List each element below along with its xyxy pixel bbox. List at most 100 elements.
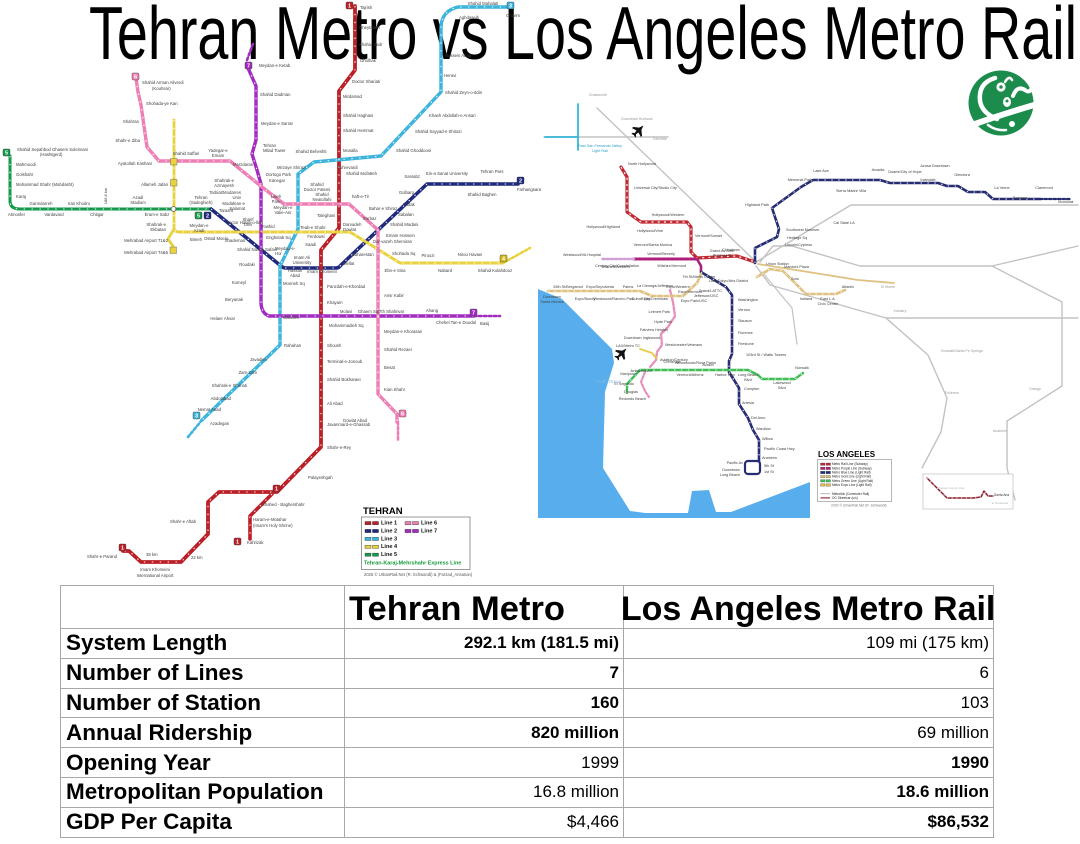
svg-text:Heritage Sq: Heritage Sq (787, 236, 807, 240)
svg-text:5: 5 (197, 213, 200, 219)
svg-text:Dowlat Abad: Dowlat Abad (343, 418, 367, 423)
svg-text:Industry: Industry (894, 309, 907, 313)
svg-text:Mosalla: Mosalla (343, 148, 358, 153)
svg-text:Civic Center: Civic Center (818, 302, 839, 306)
svg-text:Mirdamad: Mirdamad (343, 94, 363, 99)
svg-text:Universal City/Studio City: Universal City/Studio City (634, 186, 677, 190)
svg-text:Univ: Univ (244, 222, 253, 227)
svg-text:El Segundo: El Segundo (614, 382, 634, 386)
svg-text:Shahid Madani: Shahid Madani (390, 222, 418, 227)
svg-text:Beryanak: Beryanak (225, 297, 244, 302)
svg-text:Grand/LATTC: Grand/LATTC (699, 289, 723, 293)
svg-text:Norwalk/Santa Fe Springs: Norwalk/Santa Fe Springs (941, 349, 983, 353)
svg-text:Vermont/Santa Monica: Vermont/Santa Monica (634, 243, 673, 247)
svg-text:Florence: Florence (738, 331, 753, 335)
svg-text:Union Station: Union Station (766, 262, 789, 266)
svg-text:Modafean-e: Modafean-e (222, 201, 245, 206)
svg-text:TEHRAN: TEHRAN (363, 506, 403, 517)
svg-text:Memorial Park: Memorial Park (788, 178, 813, 182)
svg-text:Heravi: Heravi (444, 73, 456, 78)
svg-text:5: 5 (5, 150, 8, 156)
svg-text:Willowbrook/Rosa Parks: Willowbrook/Rosa Parks (675, 361, 716, 365)
svg-text:Ein-a Sanat University: Ein-a Sanat University (426, 171, 469, 176)
svg-text:Ekbatan: Ekbatan (150, 227, 166, 232)
svg-text:Meydan-e-: Meydan-e- (275, 246, 296, 251)
svg-text:Aviation/Century: Aviation/Century (660, 358, 688, 362)
svg-text:Vermont/Athens: Vermont/Athens (676, 373, 703, 377)
svg-text:Allameh Jafari: Allameh Jafari (141, 182, 168, 187)
svg-text:La Cienega/Jefferson: La Cienega/Jefferson (637, 284, 673, 288)
svg-text:Sarbaz: Sarbaz (363, 216, 376, 221)
svg-text:Park: Park (272, 199, 282, 204)
svg-text:Shahran: Shahran (123, 119, 140, 124)
svg-text:Tehran: Tehran (263, 143, 277, 148)
svg-text:Avalon: Avalon (702, 363, 714, 367)
svg-text:3: 3 (509, 3, 512, 9)
svg-text:Baharestan: Baharestan (352, 252, 374, 257)
svg-text:Garmdarreh: Garmdarreh (30, 201, 54, 206)
svg-text:Stadium: Stadium (130, 200, 146, 205)
svg-text:Sabalan: Sabalan (398, 212, 414, 217)
svg-text:Mariposa: Mariposa (620, 372, 637, 376)
svg-text:Shahid: Shahid (310, 182, 324, 187)
svg-text:Soto: Soto (791, 277, 799, 281)
svg-text:Meydan-e Sarrat: Meydan-e Sarrat (261, 121, 293, 126)
svg-text:Imam Khomeini: Imam Khomeini (307, 269, 337, 274)
svg-text:Leimert Park: Leimert Park (648, 310, 670, 314)
svg-text:Palms: Palms (623, 285, 634, 289)
svg-text:Azadi: Azadi (194, 228, 205, 233)
svg-text:Azadi: Azadi (133, 195, 144, 200)
svg-text:Metrolink (Commuter Rail): Metrolink (Commuter Rail) (832, 492, 869, 496)
svg-text:Mahmoodi: Mahmoodi (16, 162, 36, 167)
svg-text:Azusa Downtown: Azusa Downtown (920, 164, 949, 168)
svg-text:Shahid Ghoddoosi: Shahid Ghoddoosi (396, 148, 431, 153)
svg-text:Saadi: Saadi (305, 242, 316, 247)
svg-text:2: 2 (206, 213, 209, 219)
svg-text:Expo/Vermont: Expo/Vermont (678, 290, 703, 294)
svg-text:Taleghani: Taleghani (317, 213, 335, 218)
svg-text:Shahid Navab Safavi: Shahid Navab Safavi (237, 247, 277, 252)
svg-text:5th St: 5th St (764, 464, 775, 468)
svg-text:Shahed - Baghershahr: Shahed - Baghershahr (262, 502, 305, 507)
svg-text:Grand Av Arts/: Grand Av Arts/ (710, 249, 735, 253)
svg-text:Ferdowsi: Ferdowsi (307, 234, 324, 239)
svg-text:Teab-e Shahr: Teab-e Shahr (300, 225, 326, 230)
svg-text:Downtown Inglewood: Downtown Inglewood (624, 336, 660, 340)
svg-text:Ali Abad: Ali Abad (327, 401, 343, 406)
svg-text:Norwalk: Norwalk (795, 366, 809, 370)
svg-text:Palayeshgah: Palayeshgah (308, 475, 333, 480)
svg-text:Univ: Univ (232, 195, 241, 200)
svg-text:(Hashtgerd): (Hashtgerd) (40, 152, 63, 157)
svg-text:Ostad Moein: Ostad Moein (204, 236, 229, 241)
svg-text:LAX/Metro TC: LAX/Metro TC (616, 344, 640, 348)
svg-text:Washington: Washington (738, 298, 758, 302)
svg-text:Downtown Burbank: Downtown Burbank (621, 117, 652, 121)
svg-text:Culver City: Culver City (632, 297, 651, 301)
svg-text:Farhangsara: Farhangsara (517, 187, 542, 192)
svg-text:Shahid Sepahbod Ghasem Soleima: Shahid Sepahbod Ghasem Soleimani (17, 147, 88, 152)
svg-text:Shahid Zeyn-o-ddin: Shahid Zeyn-o-ddin (445, 90, 483, 95)
svg-text:Karaj: Karaj (16, 194, 26, 199)
svg-text:Metro Gold Line (Light Rail): Metro Gold Line (Light Rail) (832, 475, 871, 479)
svg-text:East San Fernando Valley: East San Fernando Valley (578, 144, 622, 148)
svg-text:Shahid Sayyad-e Shirazi: Shahid Sayyad-e Shirazi (415, 129, 462, 134)
svg-text:Doctor Shariati: Doctor Shariati (352, 79, 380, 84)
svg-text:Atmosfer: Atmosfer (8, 212, 26, 217)
svg-text:Shahr-e Aftab: Shahr-e Aftab (170, 519, 197, 524)
svg-text:Compton: Compton (744, 387, 759, 391)
svg-text:3: 3 (195, 413, 198, 419)
svg-text:La Verne: La Verne (994, 186, 1009, 190)
svg-text:Tarbiat/Modarres: Tarbiat/Modarres (209, 190, 241, 195)
svg-text:Firestone: Firestone (738, 342, 754, 346)
svg-text:Chitgar: Chitgar (90, 212, 104, 217)
svg-text:Iran Khodro: Iran Khodro (68, 201, 91, 206)
svg-text:Bunker Hill: Bunker Hill (713, 254, 732, 258)
svg-text:103rd St / Watts Towers: 103rd St / Watts Towers (746, 353, 786, 357)
svg-text:(Sadeghieh): (Sadeghieh) (189, 200, 213, 205)
svg-text:Pomona: Pomona (1013, 196, 1028, 200)
svg-text:Hassan: Hassan (288, 268, 303, 273)
svg-text:Valie-Asr: Valie-Asr (275, 210, 293, 215)
svg-text:Mariachi Plaza: Mariachi Plaza (784, 265, 810, 269)
svg-text:Line 4: Line 4 (381, 544, 398, 550)
svg-text:(7th Shahrivar: (7th Shahrivar (378, 309, 405, 314)
